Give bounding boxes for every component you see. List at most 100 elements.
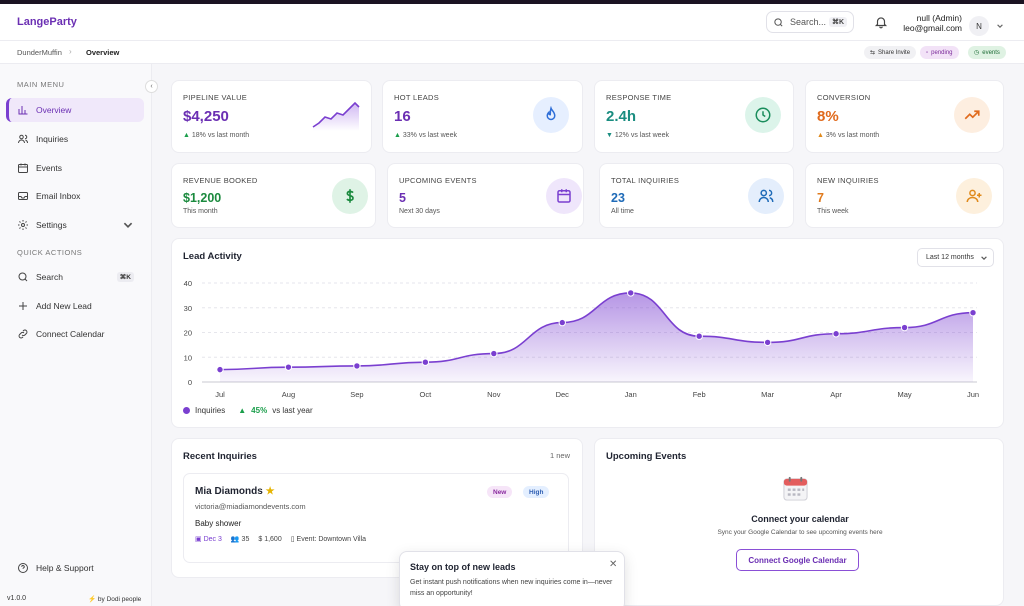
recent-inquiries-count: 1 new bbox=[550, 451, 570, 460]
y-tick-label: 20 bbox=[184, 329, 192, 338]
search-shortcut: ⌘K bbox=[829, 17, 847, 27]
stat-sub: This week bbox=[817, 208, 849, 215]
inquiry-date: ▣ Dec 3 bbox=[195, 535, 222, 543]
avatar[interactable]: N bbox=[969, 16, 989, 36]
y-tick-label: 40 bbox=[184, 279, 192, 288]
user-plus-icon-badge bbox=[956, 178, 992, 214]
legend-swatch bbox=[183, 407, 190, 414]
breadcrumb-org[interactable]: DunderMuffin bbox=[17, 48, 62, 57]
x-tick-label: Apr bbox=[830, 390, 842, 399]
bell-icon[interactable] bbox=[874, 15, 888, 29]
events-label: events bbox=[982, 50, 1000, 56]
calendar-icon bbox=[17, 162, 29, 174]
inquiry-budget: $ 1,600 bbox=[258, 536, 281, 543]
stat-card-response-time[interactable]: RESPONSE TIME 2.4h ▼ 12% vs last week bbox=[594, 80, 794, 153]
pending-badge[interactable]: ▫ pending bbox=[920, 46, 959, 59]
quick-connect-calendar[interactable]: Connect Calendar bbox=[6, 322, 144, 346]
data-point bbox=[764, 339, 770, 345]
quick-add-lead-label: Add New Lead bbox=[36, 301, 92, 311]
users-icon bbox=[17, 133, 29, 145]
stat-card-revenue-booked[interactable]: REVENUE BOOKED $1,200 This month bbox=[171, 163, 376, 228]
global-search-button[interactable]: Search... ⌘K bbox=[766, 11, 854, 33]
inquiry-name: Mia Diamonds bbox=[195, 486, 263, 497]
connect-google-calendar-button[interactable]: Connect Google Calendar bbox=[736, 549, 859, 571]
priority-badge: High bbox=[523, 486, 549, 498]
stat-card-pipeline[interactable]: PIPELINE VALUE $4,250 ▲ 18% vs last mont… bbox=[171, 80, 372, 153]
stat-label: RESPONSE TIME bbox=[606, 93, 671, 102]
stat-sub: ▲ 3% vs last month bbox=[817, 132, 879, 139]
quick-add-new-lead[interactable]: Add New Lead bbox=[6, 294, 144, 318]
user-email: leo@gmail.com bbox=[892, 23, 962, 33]
status-badge: New bbox=[487, 486, 512, 498]
stat-label: REVENUE BOOKED bbox=[183, 176, 258, 185]
inquiry-meta: ▣ Dec 3 👥 35 $ 1,600 ▯ Event: Downtown V… bbox=[195, 535, 366, 543]
stat-card-new-inquiries[interactable]: NEW INQUIRIES 7 This week bbox=[805, 163, 1004, 228]
calendar-icon: ▣ bbox=[195, 536, 202, 543]
trend-up-icon: ▲ bbox=[183, 132, 190, 139]
pending-label: pending bbox=[931, 50, 952, 56]
range-select-label: Last 12 months bbox=[926, 254, 974, 261]
stat-value: 16 bbox=[394, 108, 411, 125]
data-point bbox=[628, 290, 634, 296]
data-point bbox=[833, 331, 839, 337]
flame-icon bbox=[542, 106, 560, 124]
inbox-icon bbox=[17, 190, 29, 202]
share-invite-label: Share Invite bbox=[878, 50, 910, 56]
trend-up-icon: ▲ bbox=[817, 132, 824, 139]
calendar-icon bbox=[782, 475, 809, 502]
inquiry-name-row: Mia Diamonds ★ bbox=[195, 486, 275, 497]
x-tick-label: Oct bbox=[420, 390, 433, 399]
users-icon-badge bbox=[748, 178, 784, 214]
bolt-icon: ⚡ bbox=[88, 596, 96, 603]
stat-sub: ▼ 12% vs last week bbox=[606, 132, 669, 139]
collapse-sidebar-button[interactable]: ‹ bbox=[145, 80, 158, 93]
stat-card-hot-leads[interactable]: HOT LEADS 16 ▲ 33% vs last week bbox=[382, 80, 583, 153]
inquiry-guests-text: 35 bbox=[242, 536, 250, 543]
stat-value: $4,250 bbox=[183, 108, 229, 125]
upcoming-events-title: Upcoming Events bbox=[606, 451, 686, 462]
trend-up-icon: ▲ bbox=[238, 406, 246, 415]
empty-state-subtitle: Sync your Google Calendar to see upcomin… bbox=[595, 529, 1005, 536]
lead-activity-chart: 0 10 20 30 40 Jul Aug Sep Oct Nov Dec Jan Feb Mar Apr M… bbox=[172, 269, 1005, 399]
stat-sub-text: 3% vs last month bbox=[826, 132, 879, 139]
sidebar-item-email-inbox[interactable]: Email Inbox bbox=[6, 184, 144, 208]
sidebar-item-inquiries[interactable]: Inquiries bbox=[6, 127, 144, 151]
legend-delta-text: vs last year bbox=[272, 406, 312, 415]
app-logo[interactable]: LangeParty bbox=[17, 16, 77, 28]
stat-card-total-inquiries[interactable]: TOTAL INQUIRIES 23 All time bbox=[599, 163, 794, 228]
trend-up-icon: ▲ bbox=[394, 132, 401, 139]
stat-value: 2.4h bbox=[606, 108, 636, 125]
y-tick-label: 30 bbox=[184, 304, 192, 313]
sidebar-item-settings[interactable]: Settings bbox=[6, 213, 144, 237]
quick-search[interactable]: Search ⌘K bbox=[6, 265, 144, 289]
sidebar-item-events[interactable]: Events bbox=[6, 156, 144, 180]
x-tick-label: Mar bbox=[761, 390, 774, 399]
clock-icon bbox=[754, 106, 772, 124]
link-icon bbox=[17, 328, 29, 340]
search-icon bbox=[17, 271, 29, 283]
stat-label: PIPELINE VALUE bbox=[183, 93, 247, 102]
data-point bbox=[559, 319, 565, 325]
sidebar-item-label: Settings bbox=[36, 220, 67, 230]
dollar-icon bbox=[341, 187, 359, 205]
events-badge[interactable]: ◷ events bbox=[968, 46, 1006, 59]
inquiry-item[interactable]: Mia Diamonds ★ New High victoria@miadiam… bbox=[183, 473, 569, 563]
stat-card-upcoming-events[interactable]: UPCOMING EVENTS 5 Next 30 days bbox=[387, 163, 584, 228]
share-invite-button[interactable]: ⇆ Share Invite bbox=[864, 46, 916, 59]
chevron-down-icon[interactable] bbox=[996, 22, 1004, 30]
stat-card-conversion[interactable]: CONVERSION 8% ▲ 3% vs last month bbox=[805, 80, 1004, 153]
sidebar-help-support[interactable]: Help & Support bbox=[6, 556, 144, 580]
sidebar-item-label: Overview bbox=[36, 105, 71, 115]
stat-sub-text: 18% vs last month bbox=[192, 132, 249, 139]
y-tick-label: 10 bbox=[184, 353, 192, 362]
sidebar-item-overview[interactable]: Overview bbox=[6, 98, 144, 122]
range-select[interactable]: Last 12 months bbox=[917, 248, 994, 267]
x-tick-label: Jun bbox=[967, 390, 979, 399]
close-icon[interactable]: ✕ bbox=[609, 559, 617, 570]
x-tick-label: Aug bbox=[282, 390, 295, 399]
y-tick-label: 0 bbox=[188, 378, 192, 387]
data-point bbox=[422, 359, 428, 365]
dollar-icon: $ bbox=[258, 536, 262, 543]
trending-up-icon-badge bbox=[954, 97, 990, 133]
stat-sub-text: 33% vs last week bbox=[403, 132, 457, 139]
